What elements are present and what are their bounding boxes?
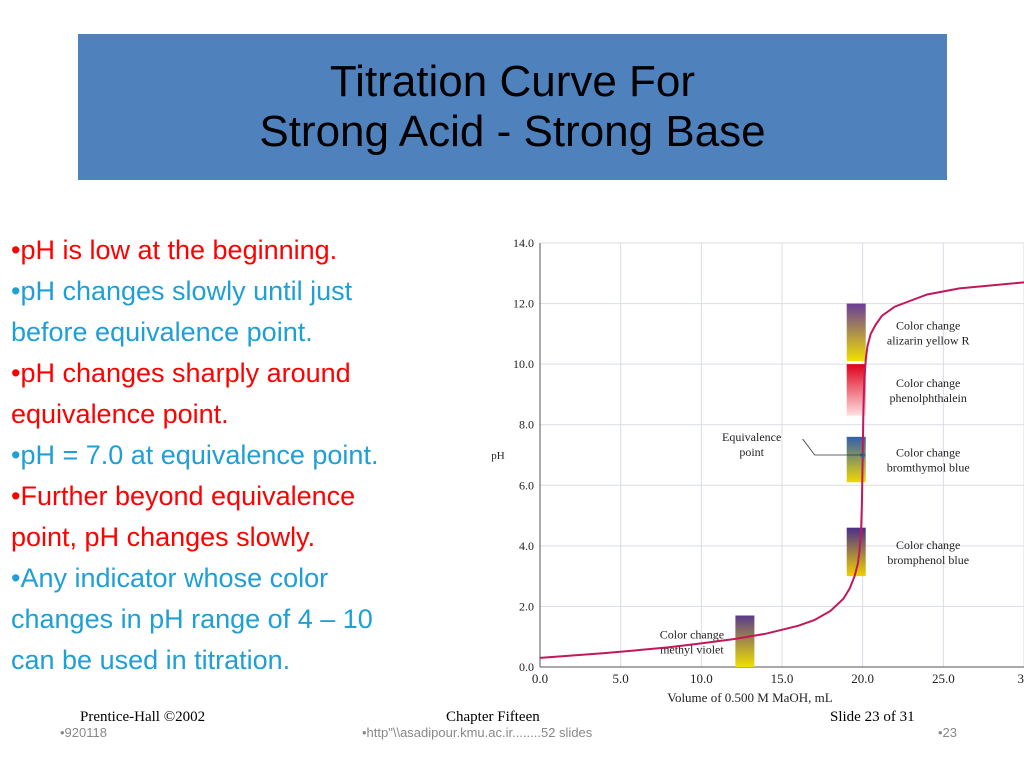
indicator-bar — [846, 303, 866, 362]
x-axis-label: Volume of 0.500 M MaOH, mL — [667, 690, 833, 705]
indicator-label: alizarin yellow R — [887, 333, 970, 347]
indicator-bar — [846, 436, 866, 483]
indicator-label: phenolphthalein — [890, 391, 967, 405]
y-tick-label: 10.0 — [513, 357, 534, 371]
slide-title-line2: Strong Acid - Strong Base — [259, 107, 766, 156]
x-tick-label: 10.0 — [690, 671, 713, 686]
x-tick-label: 30 — [1018, 671, 1024, 686]
bullet-line: •Further beyond equivalence — [11, 481, 356, 511]
indicator-label: Color change — [660, 627, 724, 641]
footer-chapter: Chapter Fifteen — [446, 709, 540, 725]
footer-publisher: Prentice-Hall ©2002 — [80, 709, 206, 725]
bullet-line: •Any indicator whose color — [11, 563, 329, 593]
x-tick-label: 20.0 — [851, 671, 874, 686]
indicator-label: Color change — [896, 538, 960, 552]
indicator-label: bromphenol blue — [887, 553, 969, 567]
x-tick-label: 25.0 — [932, 671, 955, 686]
slide-title-line1: Titration Curve For — [329, 57, 696, 106]
indicator-label: bromthymol blue — [887, 461, 970, 475]
bullet-line: •pH changes sharply around — [11, 358, 351, 388]
y-tick-label: 6.0 — [519, 478, 534, 492]
y-tick-label: 12.0 — [513, 297, 534, 311]
x-tick-label: 0.0 — [532, 671, 548, 686]
equivalence-point-label: Equivalence — [722, 430, 781, 444]
equivalence-point-leader — [802, 438, 863, 456]
y-tick-label: 14.0 — [513, 236, 534, 250]
bullet-line: changes in pH range of 4 – 10 — [11, 604, 373, 634]
bullet-line: before equivalence point. — [11, 317, 313, 347]
indicator-bar — [846, 364, 866, 416]
indicator-label: Color change — [896, 318, 960, 332]
footer-id: •920118 — [60, 725, 107, 740]
bullet-line: point, pH changes slowly. — [11, 522, 316, 552]
titration-chart: 0.0 2.0 4.0 6.0 8.0 10.0 12.0 14.0 0.0 5.0 10.0 15.… — [491, 236, 1024, 705]
x-tick-label: 15.0 — [771, 671, 794, 686]
titration-curve — [539, 281, 1024, 659]
bullet-list: •pH is low at the beginning. •pH changes… — [11, 230, 481, 681]
x-tick-label: 5.0 — [613, 671, 629, 686]
title-banner: Titration Curve For Strong Acid - Strong… — [78, 34, 947, 180]
footer-source: •http"\\asadipour.kmu.ac.ir........52 sl… — [362, 725, 593, 740]
y-tick-label: 0.0 — [519, 660, 534, 674]
bullet-line: equivalence point. — [11, 399, 229, 429]
bullet-line: •pH = 7.0 at equivalence point. — [11, 440, 379, 470]
footer-page-number: •23 — [938, 725, 958, 740]
indicator-bar — [735, 615, 755, 667]
y-tick-label: 4.0 — [519, 539, 534, 553]
equivalence-point-label: point — [739, 445, 764, 459]
bullet-line: can be used in titration. — [11, 645, 291, 675]
indicator-label: Color change — [896, 446, 960, 460]
indicator-label: Color change — [896, 376, 960, 390]
y-axis-label: pH — [491, 450, 505, 462]
bullet-line: •pH changes slowly until just — [11, 276, 353, 306]
footer-slide-number: Slide 23 of 31 — [830, 709, 915, 725]
bullet-line: •pH is low at the beginning. — [11, 235, 338, 265]
y-tick-label: 2.0 — [519, 599, 534, 613]
y-tick-label: 8.0 — [519, 418, 534, 432]
